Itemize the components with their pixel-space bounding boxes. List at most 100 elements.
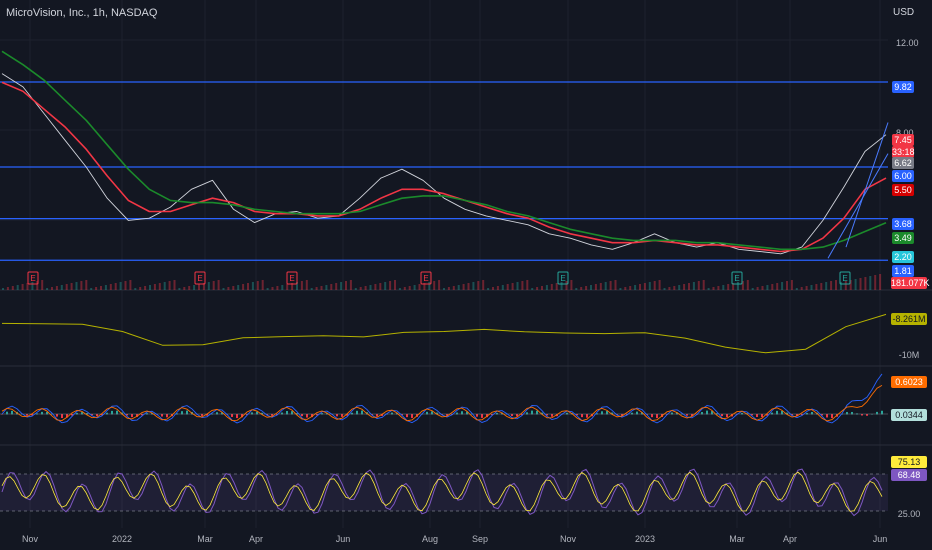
pane3-hist-44	[221, 412, 223, 415]
x-tick-label: Mar	[729, 534, 745, 544]
pane3-hist-16	[81, 412, 83, 415]
pane3-hist-37	[186, 410, 188, 415]
pane3-hist-87	[436, 412, 438, 415]
earnings-marker-box-6	[839, 271, 851, 285]
pane3-hist-98	[491, 414, 493, 416]
pane3-hist-2	[11, 410, 13, 415]
volume-bar-77	[379, 283, 382, 290]
pane3-hist-152	[761, 414, 763, 418]
earnings-marker-2: E	[289, 274, 294, 283]
volume-bar-142	[697, 281, 700, 290]
volume-bar-74	[364, 286, 367, 290]
pane4-tick-label: 25.00	[897, 509, 921, 519]
x-tick-label: Nov	[21, 534, 39, 544]
volume-bar-33	[163, 282, 166, 290]
volume-bar-101	[496, 286, 499, 290]
volume-bar-100	[492, 287, 494, 290]
earnings-marker-box-1	[194, 271, 206, 285]
pane3-hist-92	[461, 411, 463, 415]
volume-bar-154	[756, 287, 759, 290]
pane3-hist-102	[511, 414, 513, 416]
volume-bar-20	[100, 286, 102, 290]
pane3-line-a	[1, 373, 883, 424]
volume-bar-25	[124, 281, 127, 290]
pane3-hist-12	[61, 414, 63, 419]
pane3-hist-9	[46, 411, 48, 415]
series-line-1	[1, 81, 887, 253]
volume-bar-127	[624, 287, 627, 290]
volume-bar-89	[438, 280, 441, 290]
pane3-hist-69	[346, 414, 348, 416]
pane3-hist-46	[231, 414, 233, 417]
pane2-line	[1, 313, 887, 354]
earnings-marker-box-2	[286, 271, 298, 285]
volume-bar-44	[217, 280, 220, 290]
pane3-hist-20	[101, 414, 103, 416]
series-line-2	[1, 50, 887, 251]
pane4-line-a	[1, 468, 883, 517]
volume-bar-11	[55, 286, 58, 290]
price-tag: 6.00	[892, 170, 914, 182]
price-tag: 2.20	[892, 251, 914, 263]
volume-bar-117	[575, 288, 578, 290]
volume-bar-6	[31, 282, 34, 290]
pane3-hist-93	[466, 411, 468, 415]
volume-bar-46	[227, 287, 230, 290]
pane3-hist-67	[336, 414, 338, 417]
volume-bar-81	[398, 288, 401, 290]
volume-bar-109	[536, 287, 539, 290]
volume-bar-60	[296, 282, 298, 290]
volume-bar-82	[403, 287, 406, 290]
volume-bar-176	[864, 277, 867, 290]
pane3-hist-91	[456, 412, 458, 415]
volume-bar-94	[462, 284, 465, 290]
volume-bar-160	[786, 281, 788, 290]
volume-bar-136	[668, 287, 671, 290]
volume-bar-156	[766, 285, 769, 290]
pane3-hist-22	[111, 410, 113, 415]
volume-bar-18	[90, 288, 93, 290]
volume-bar-96	[472, 282, 475, 290]
pane3-hist-13	[66, 414, 68, 418]
volume-bar-121	[594, 284, 597, 290]
volume-bar-174	[854, 279, 857, 290]
pane3-hist-48	[241, 414, 243, 418]
pane3-hist-160	[801, 414, 803, 416]
pane3-hist-137	[686, 414, 688, 416]
volume-bar-55	[271, 287, 274, 290]
pane3-hist-79	[396, 412, 398, 415]
volume-bar-159	[781, 282, 784, 290]
volume-bar-95	[467, 283, 470, 290]
pane3-hist-85	[426, 411, 428, 415]
volume-bar-173	[849, 280, 852, 290]
pane3-hist-82	[411, 414, 413, 418]
pane3-hist-40	[201, 414, 203, 416]
volume-bar-110	[541, 286, 543, 290]
volume-bar-102	[501, 285, 504, 290]
price-tag: 3.68	[892, 218, 914, 230]
pane3-hist-49	[246, 414, 248, 416]
pane3-hist-142	[711, 411, 713, 415]
pane3-hist-52	[261, 412, 263, 415]
pane3-hist-96	[481, 414, 483, 418]
pane3-hist-80	[401, 414, 403, 416]
pane3-hist-122	[611, 412, 613, 415]
pane3-hist-159	[796, 414, 798, 416]
volume-bar-58	[286, 284, 289, 290]
volume-bar-49	[242, 284, 245, 290]
volume-bar-137	[673, 286, 676, 290]
volume-bar-93	[457, 285, 460, 290]
pane3-hist-169	[846, 412, 848, 415]
volume-bar-28	[139, 287, 142, 290]
pane4-line-b	[1, 471, 883, 512]
pane3-hist-6	[31, 414, 33, 416]
volume-bar-97	[477, 281, 480, 290]
series-line-0	[1, 73, 887, 255]
pane3-hist-153	[766, 414, 768, 416]
volume-bar-63	[310, 288, 313, 290]
pane3-hist-58	[291, 411, 293, 415]
pane3-hist-61	[306, 414, 308, 418]
volume-bar-72	[354, 288, 357, 290]
pane3-hist-120	[601, 411, 603, 415]
